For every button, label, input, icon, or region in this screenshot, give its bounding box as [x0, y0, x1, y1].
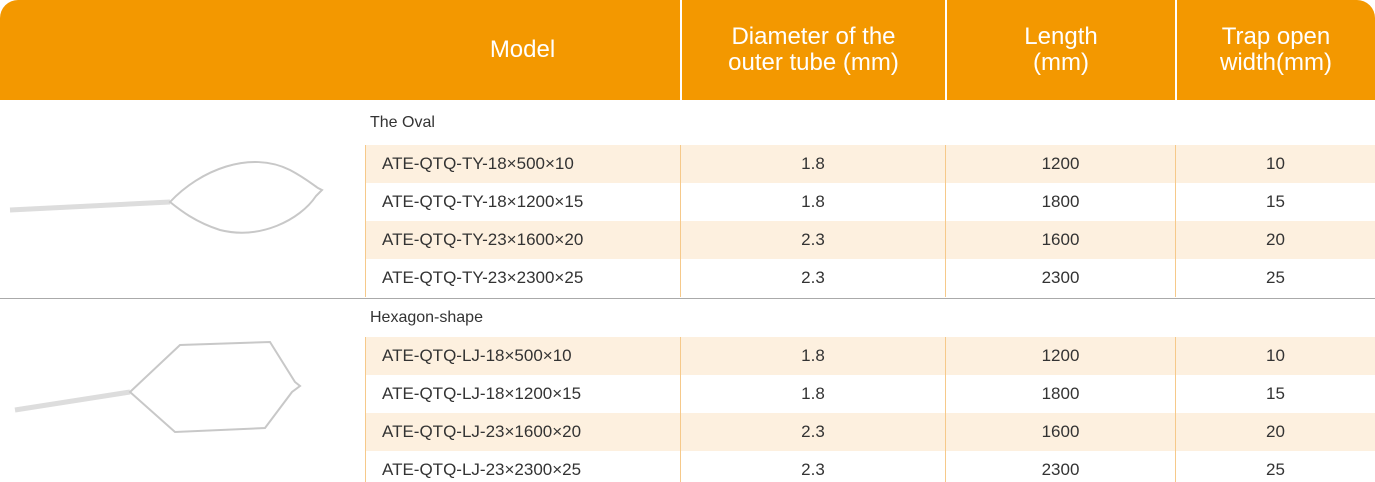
value-cell: 25 — [1175, 451, 1375, 482]
model-cell: ATE-QTQ-LJ-18×500×10 — [365, 337, 680, 375]
model-cell: ATE-QTQ-TY-23×1600×20 — [365, 221, 680, 259]
value-cell: 1.8 — [680, 145, 945, 183]
value-cell: 1600 — [945, 413, 1175, 451]
group-separator — [0, 298, 1375, 299]
model-cell: ATE-QTQ-TY-23×2300×25 — [365, 259, 680, 297]
value-cell: 1800 — [945, 183, 1175, 221]
value-cell: 1200 — [945, 145, 1175, 183]
value-cell: 1.8 — [680, 375, 945, 413]
value-cell: 10 — [1175, 145, 1375, 183]
value-cell: 15 — [1175, 375, 1375, 413]
model-cell: ATE-QTQ-TY-18×500×10 — [365, 145, 680, 183]
header-line: width(mm) — [1220, 50, 1332, 76]
product-images — [0, 110, 365, 482]
header-line: (mm) — [1033, 50, 1089, 76]
value-cell: 10 — [1175, 337, 1375, 375]
model-cell: ATE-QTQ-TY-18×1200×15 — [365, 183, 680, 221]
value-cell: 20 — [1175, 413, 1375, 451]
page: ModelDiameter of theouter tube (mm)Lengt… — [0, 0, 1375, 482]
value-cell: 1800 — [945, 375, 1175, 413]
value-cell: 1.8 — [680, 337, 945, 375]
group-name: The Oval — [370, 114, 435, 132]
model-cell: ATE-QTQ-LJ-23×1600×20 — [365, 413, 680, 451]
header-line: outer tube (mm) — [728, 50, 899, 76]
value-cell: 2300 — [945, 451, 1175, 482]
value-cell: 2.3 — [680, 259, 945, 297]
header-line: Length — [1024, 24, 1097, 50]
column-header: Length(mm) — [945, 0, 1175, 100]
header-line: Trap open — [1222, 24, 1331, 50]
model-cell: ATE-QTQ-LJ-23×2300×25 — [365, 451, 680, 482]
model-cell: ATE-QTQ-LJ-18×1200×15 — [365, 375, 680, 413]
value-cell: 15 — [1175, 183, 1375, 221]
value-cell: 1200 — [945, 337, 1175, 375]
column-header: Model — [365, 0, 680, 100]
header-line: Diameter of the — [731, 24, 895, 50]
value-cell: 1600 — [945, 221, 1175, 259]
value-cell: 25 — [1175, 259, 1375, 297]
hexagon-snare — [15, 342, 300, 432]
value-cell: 2.3 — [680, 451, 945, 482]
header-line: Model — [490, 37, 555, 63]
value-cell: 20 — [1175, 221, 1375, 259]
value-cell: 2.3 — [680, 221, 945, 259]
oval-snare — [10, 162, 322, 233]
value-cell: 2.3 — [680, 413, 945, 451]
group-name: Hexagon-shape — [370, 309, 483, 327]
value-cell: 1.8 — [680, 183, 945, 221]
value-cell: 2300 — [945, 259, 1175, 297]
